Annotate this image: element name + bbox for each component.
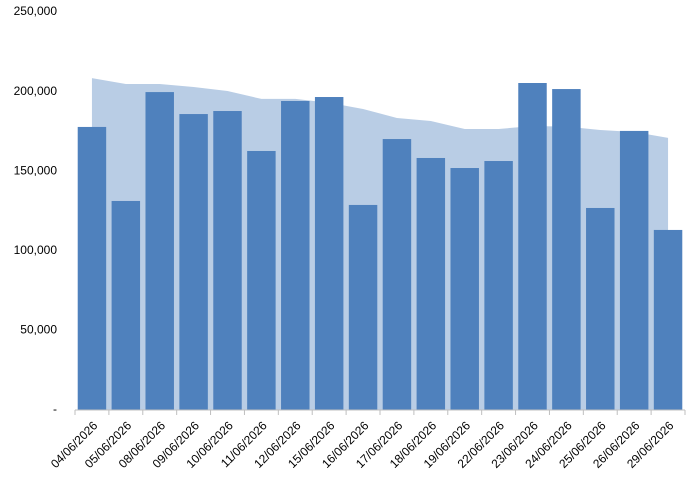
bar (619, 130, 649, 410)
bar (314, 97, 344, 410)
bar (653, 229, 683, 410)
bar (111, 200, 141, 410)
y-tick-label: 150,000 (14, 163, 58, 177)
bar (77, 126, 107, 411)
bar (586, 207, 615, 410)
bar (382, 139, 412, 410)
bar (484, 161, 513, 410)
bar (213, 111, 242, 410)
y-tick-label: 250,000 (14, 4, 58, 18)
bar (416, 157, 446, 410)
bar (179, 114, 208, 410)
bar (145, 92, 174, 410)
bar (518, 83, 547, 410)
bar (552, 89, 581, 411)
y-tick-label: 100,000 (14, 243, 58, 257)
bar (281, 100, 310, 410)
bar (348, 204, 378, 410)
y-tick-label: - (53, 402, 57, 416)
bar (247, 150, 276, 410)
area (91, 78, 669, 411)
y-tick-label: 200,000 (14, 84, 58, 98)
bar (450, 168, 479, 410)
y-tick-label: 50,000 (20, 323, 57, 337)
